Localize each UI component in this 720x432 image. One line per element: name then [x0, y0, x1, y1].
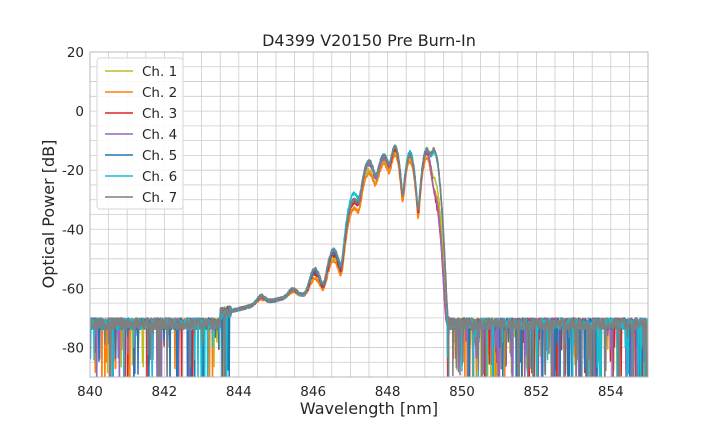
x-tick-label: 842	[152, 384, 178, 400]
tick-labels: 840 842 844 846 848 850 852 854 -80 -60 -40 -20 0 20	[62, 45, 624, 400]
x-tick-label: 846	[300, 384, 326, 400]
y-tick-label: -60	[62, 281, 84, 297]
y-tick-label: -40	[62, 222, 84, 238]
chart-title: D4399 V20150 Pre Burn-In	[262, 31, 476, 50]
legend-label: Ch. 1	[142, 64, 177, 80]
x-tick-label: 854	[598, 384, 624, 400]
legend-box	[96, 57, 184, 210]
legend: Ch. 1 Ch. 2 Ch. 3 Ch. 4 Ch. 5 Ch. 6 Ch. 7	[96, 57, 184, 210]
plot-frame	[89, 51, 649, 378]
legend-label: Ch. 3	[142, 106, 177, 122]
y-tick-label: 0	[75, 104, 84, 120]
y-tick-label: -80	[62, 340, 84, 356]
legend-label: Ch. 5	[142, 148, 177, 164]
legend-label: Ch. 4	[142, 127, 177, 143]
x-tick-label: 850	[449, 384, 475, 400]
legend-label: Ch. 7	[142, 190, 177, 206]
x-tick-label: 852	[524, 384, 550, 400]
series-line-7	[90, 145, 648, 377]
y-tick-label: 20	[67, 45, 84, 61]
x-axis-label: Wavelength [nm]	[300, 399, 438, 418]
x-tick-label: 844	[226, 384, 252, 400]
y-axis-label: Optical Power [dB]	[39, 140, 58, 289]
x-tick-label: 840	[77, 384, 103, 400]
legend-label: Ch. 2	[142, 85, 177, 101]
legend-label: Ch. 6	[142, 169, 177, 185]
x-tick-label: 848	[375, 384, 401, 400]
y-tick-label: -20	[62, 163, 84, 179]
series-layer	[90, 144, 648, 377]
